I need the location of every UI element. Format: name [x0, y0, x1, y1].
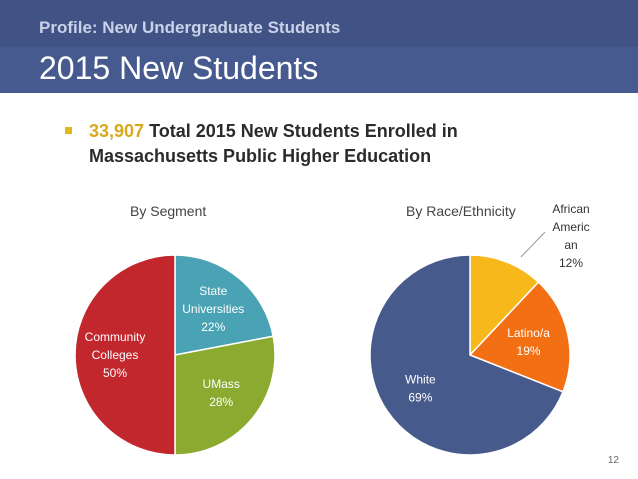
summary-bullet: 33,907 Total 2015 New Students Enrolled …	[89, 119, 559, 169]
pie-slice	[469, 254, 540, 357]
pie-data-label: UMass	[203, 377, 240, 391]
pie-data-label: 28%	[209, 395, 233, 409]
pie-data-label: Colleges	[92, 348, 139, 362]
pie-data-label: Americ	[552, 220, 589, 234]
total-count: 33,907	[89, 121, 145, 141]
summary-text: Total 2015 New Students Enrolled in Mass…	[89, 121, 458, 166]
pie-data-label: 50%	[103, 366, 127, 380]
pie-data-label: 19%	[517, 344, 541, 358]
title-bar-top	[0, 0, 638, 47]
pie-slice	[174, 254, 275, 356]
pie-data-label: Universities	[182, 302, 244, 316]
slide-title: 2015 New Students	[39, 50, 319, 86]
bullet-marker	[65, 127, 72, 134]
pie-data-label: Community	[85, 330, 146, 344]
pie-data-label: 69%	[408, 391, 432, 405]
pie-slice	[174, 335, 276, 456]
pie-slice	[74, 254, 176, 456]
pie-data-label: 22%	[201, 320, 225, 334]
segment-pie-chart: State Universities 22% UMass 28% Community Col…	[74, 254, 276, 456]
race-chart-title: By Race/Ethnicity	[406, 203, 516, 219]
pie-data-label: Latino/a	[507, 326, 550, 340]
slide-subtitle: Profile: New Undergraduate Students	[39, 18, 341, 37]
segment-chart-title: By Segment	[130, 203, 207, 219]
pie-data-label: White	[405, 373, 436, 387]
pie-data-label: State	[199, 284, 227, 298]
pie-data-label: African	[552, 202, 589, 216]
pie-slice	[369, 254, 564, 456]
race-pie-chart: Latino/a 19% White 69%	[369, 254, 571, 456]
page-number: 12	[607, 455, 619, 466]
title-bar: Profile: New Undergraduate Students 2015…	[0, 0, 638, 93]
